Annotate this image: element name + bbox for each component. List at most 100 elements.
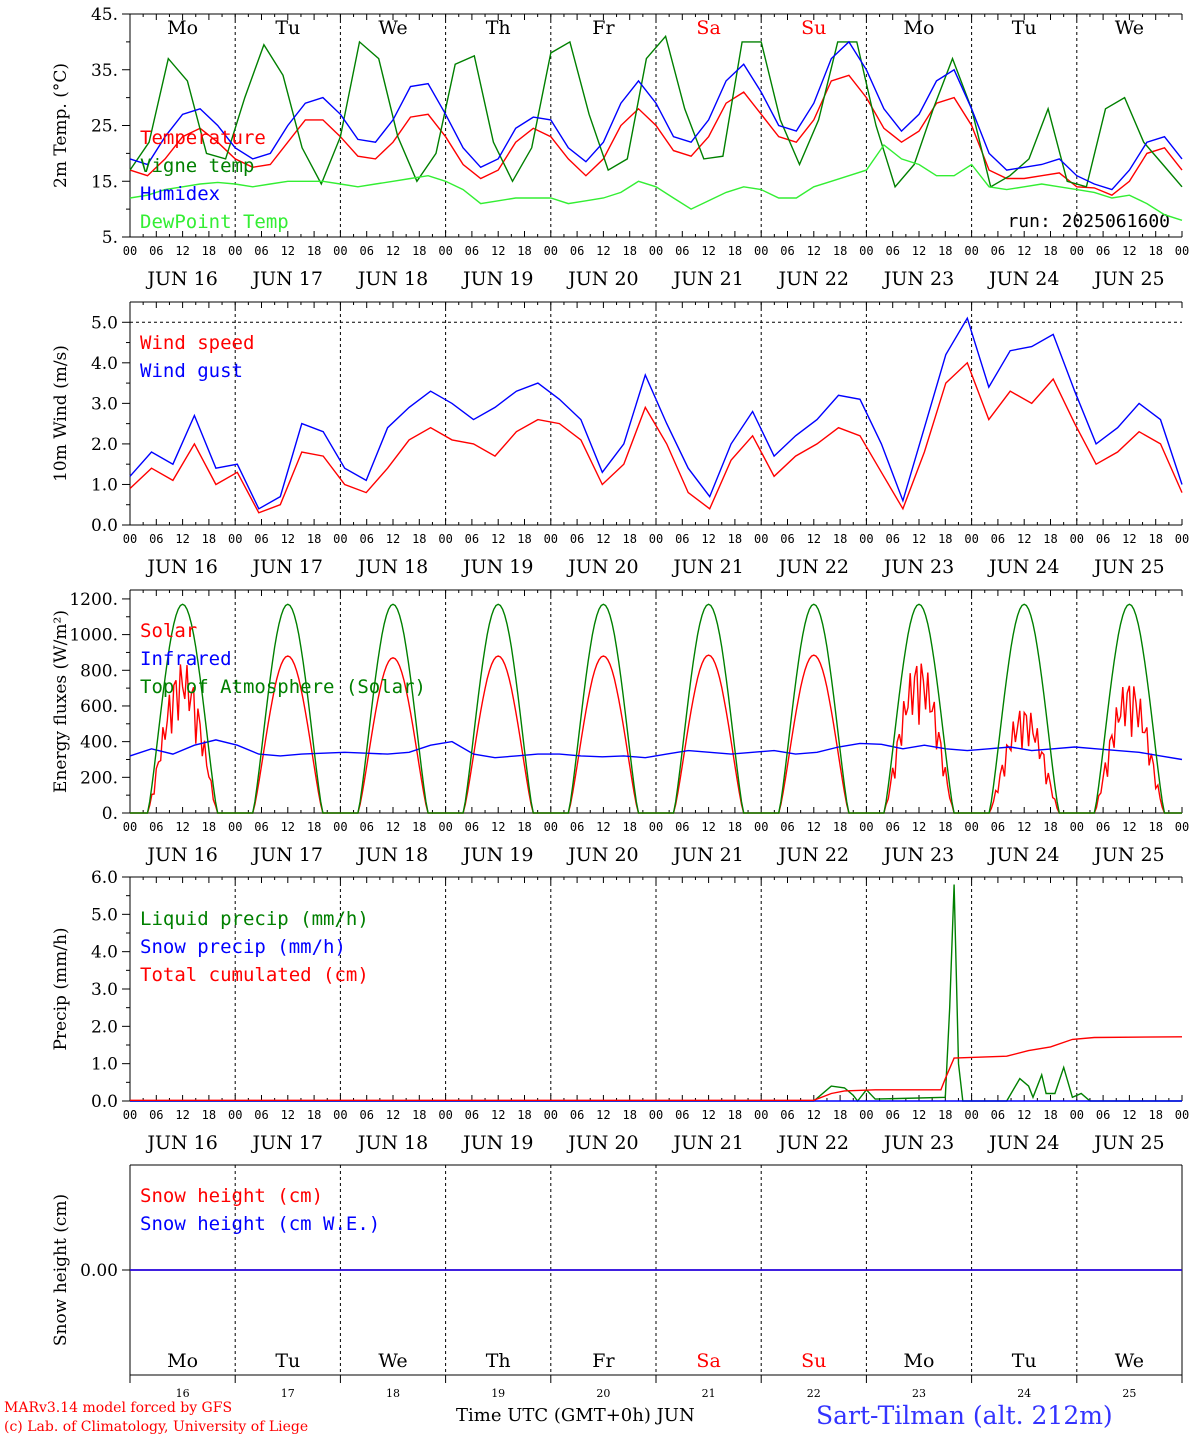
hour-label: 12: [807, 532, 821, 546]
y-tick-label: 3.0: [91, 394, 118, 414]
date-label: JUN 19: [461, 844, 533, 866]
hour-label: 12: [701, 532, 715, 546]
legend-entry: Solar: [140, 620, 197, 642]
hour-label: 00: [1070, 532, 1084, 546]
hour-label: 12: [1017, 244, 1031, 258]
series-line-total-cumulated-cm-: [130, 1036, 1183, 1101]
hour-label: 18: [412, 532, 426, 546]
hour-label: 12: [1017, 1108, 1031, 1122]
hour-label: 06: [254, 820, 268, 834]
legend-entry: Wind speed: [140, 332, 254, 354]
series-line-infrared: [129, 739, 1183, 761]
hour-label: 12: [807, 1108, 821, 1122]
hour-label: 00: [649, 1108, 663, 1122]
hour-label: 18: [1148, 820, 1162, 834]
hour-label: 06: [885, 1108, 899, 1122]
weekday-label: Tu: [275, 1350, 300, 1372]
hour-label: 12: [701, 1108, 715, 1122]
y-tick-label: 4.0: [91, 943, 118, 963]
day-number-label: 17: [281, 1387, 295, 1400]
date-label: JUN 22: [777, 1132, 849, 1154]
hour-label: 00: [1070, 820, 1084, 834]
date-label: JUN 16: [145, 268, 217, 290]
y-axis-label: Snow height (cm): [51, 1194, 71, 1346]
day-number-label: 22: [807, 1387, 821, 1400]
date-label: JUN 23: [882, 556, 954, 578]
weekday-label: We: [378, 1350, 407, 1372]
hour-label: 06: [359, 532, 373, 546]
hour-label: 18: [1043, 820, 1057, 834]
hour-label: 06: [780, 532, 794, 546]
hour-label: 12: [1017, 532, 1031, 546]
hour-label: 00: [1175, 1108, 1189, 1122]
hour-label: 06: [359, 820, 373, 834]
date-label: JUN 24: [987, 844, 1059, 866]
hour-label: 00: [649, 820, 663, 834]
hour-label: 18: [728, 820, 742, 834]
hour-label: 12: [1017, 820, 1031, 834]
date-label: JUN 19: [461, 268, 533, 290]
x-axis-label: Time UTC (GMT+0h) JUN: [456, 1405, 695, 1426]
hour-label: 18: [517, 532, 531, 546]
date-label: JUN 19: [461, 1132, 533, 1154]
hour-label: 12: [596, 820, 610, 834]
hour-label: 18: [833, 820, 847, 834]
legend-entry: Vigne temp: [140, 155, 254, 177]
date-label: JUN 24: [987, 556, 1059, 578]
hour-label: 06: [1096, 820, 1110, 834]
y-tick-label: 400.: [80, 733, 118, 753]
hour-label: 06: [149, 820, 163, 834]
hour-label: 18: [622, 244, 636, 258]
hour-label: 12: [491, 1108, 505, 1122]
y-tick-label: 2.0: [91, 435, 118, 455]
hour-label: 06: [149, 244, 163, 258]
hour-label: 12: [596, 532, 610, 546]
date-label: JUN 20: [566, 268, 638, 290]
hour-label: 12: [1122, 820, 1136, 834]
hour-label: 06: [991, 820, 1005, 834]
weekday-label: Fr: [592, 1350, 615, 1372]
date-label: JUN 21: [671, 844, 743, 866]
hour-label: 00: [228, 244, 242, 258]
weekday-label: Mo: [167, 1350, 198, 1372]
hour-label: 18: [307, 820, 321, 834]
date-label: JUN 16: [145, 844, 217, 866]
hour-label: 12: [386, 244, 400, 258]
hour-label: 00: [544, 244, 558, 258]
hour-label: 18: [728, 244, 742, 258]
station-name: Sart-Tilman (alt. 212m): [816, 1401, 1113, 1430]
hour-label: 06: [570, 1108, 584, 1122]
hour-label: 18: [728, 532, 742, 546]
y-axis-label: 2m Temp. (°C): [51, 63, 71, 188]
day-number-label: 19: [491, 1387, 505, 1400]
weekday-label: Sa: [696, 17, 720, 39]
hour-label: 00: [964, 532, 978, 546]
hour-label: 00: [123, 820, 137, 834]
hour-label: 06: [991, 532, 1005, 546]
date-label: JUN 25: [1092, 556, 1164, 578]
hour-label: 06: [570, 244, 584, 258]
date-label: JUN 23: [882, 268, 954, 290]
series-line-wind-gust: [129, 316, 1183, 510]
hour-label: 18: [1043, 244, 1057, 258]
hour-label: 00: [754, 532, 768, 546]
date-label: JUN 18: [356, 1132, 428, 1154]
hour-label: 18: [938, 820, 952, 834]
y-tick-label: 200.: [80, 768, 118, 788]
hour-label: 18: [622, 532, 636, 546]
hour-label: 00: [544, 532, 558, 546]
hour-label: 00: [438, 820, 452, 834]
date-label: JUN 17: [251, 844, 323, 866]
date-label: JUN 19: [461, 556, 533, 578]
hour-label: 06: [675, 820, 689, 834]
hour-label: 06: [570, 532, 584, 546]
y-tick-label: 6.0: [91, 868, 118, 888]
hour-label: 12: [386, 532, 400, 546]
weekday-label: Su: [801, 17, 826, 39]
hour-label: 06: [991, 1108, 1005, 1122]
day-number-label: 23: [912, 1387, 926, 1400]
hour-label: 12: [281, 244, 295, 258]
hour-label: 00: [754, 244, 768, 258]
hour-label: 18: [833, 1108, 847, 1122]
hour-label: 06: [254, 532, 268, 546]
